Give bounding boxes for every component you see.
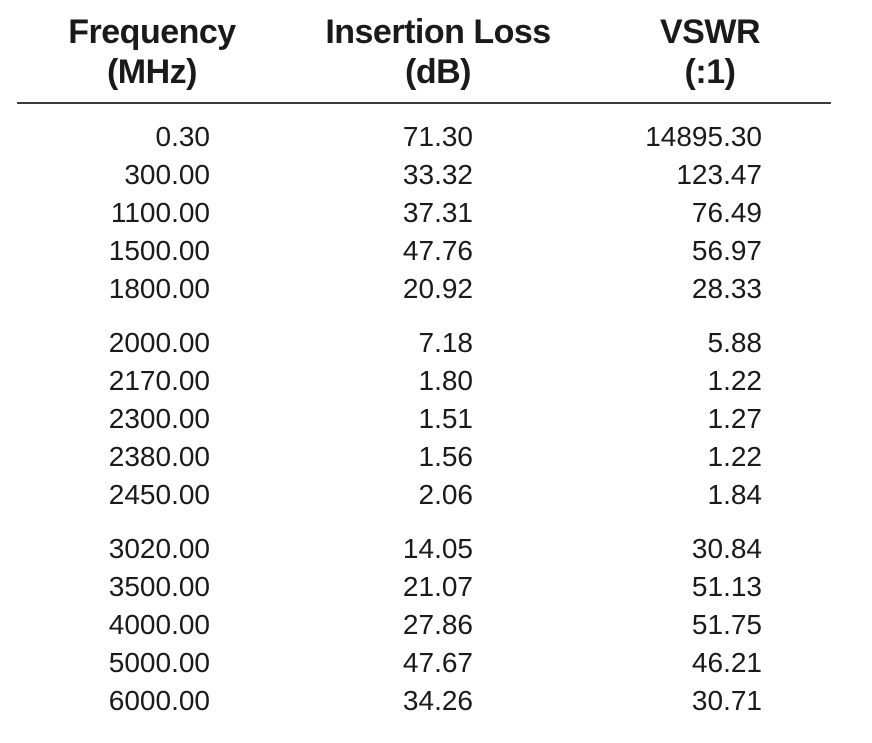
cell-vswr: 1.22 <box>707 365 763 396</box>
table-row: 1800.00 20.92 28.33 <box>17 270 831 308</box>
table-row: 3500.00 21.07 51.13 <box>17 568 831 606</box>
cell-vswr: 14895.30 <box>645 121 762 152</box>
table-header-row: Frequency (MHz) Insertion Loss (dB) VSWR… <box>17 12 831 92</box>
cell-frequency-mhz: 6000.00 <box>108 685 210 716</box>
cell-vswr: 56.97 <box>691 235 762 266</box>
cell-frequency-mhz: 300.00 <box>124 159 210 190</box>
table-row: 1100.00 37.31 76.49 <box>17 194 831 232</box>
table-row: 0.30 71.30 14895.30 <box>17 118 831 156</box>
table-row: 2300.00 1.51 1.27 <box>17 400 831 438</box>
cell-insertion-loss-db: 21.07 <box>402 571 473 602</box>
cell-frequency-mhz: 1100.00 <box>110 197 210 228</box>
cell-insertion-loss-db: 47.76 <box>402 235 473 266</box>
cell-insertion-loss-db: 27.86 <box>402 609 473 640</box>
cell-vswr: 1.84 <box>707 479 763 510</box>
cell-frequency-mhz: 4000.00 <box>108 609 210 640</box>
cell-vswr: 1.22 <box>707 441 763 472</box>
row-group: 0.30 71.30 14895.30 300.00 33.32 123.47 1100.0… <box>17 118 831 308</box>
table-row: 1500.00 47.76 56.97 <box>17 232 831 270</box>
cell-frequency-mhz: 2450.00 <box>108 479 210 510</box>
cell-frequency-mhz: 3020.00 <box>108 533 210 564</box>
column-unit-insertion-loss: (dB) <box>405 53 471 91</box>
cell-vswr: 51.75 <box>691 609 762 640</box>
cell-frequency-mhz: 2000.00 <box>108 327 210 358</box>
column-title-frequency: Frequency <box>68 13 236 51</box>
cell-frequency-mhz: 2380.00 <box>108 441 210 472</box>
cell-insertion-loss-db: 20.92 <box>402 273 473 304</box>
cell-insertion-loss-db: 33.32 <box>402 159 473 190</box>
cell-insertion-loss-db: 2.06 <box>418 479 474 510</box>
cell-frequency-mhz: 0.30 <box>155 121 211 152</box>
cell-vswr: 1.27 <box>707 403 763 434</box>
cell-insertion-loss-db: 47.67 <box>402 647 473 678</box>
table-row: 5000.00 47.67 46.21 <box>17 644 831 682</box>
cell-insertion-loss-db: 71.30 <box>402 121 473 152</box>
column-title-vswr: VSWR <box>660 13 761 51</box>
cell-vswr: 30.71 <box>691 685 762 716</box>
column-title-insertion-loss: Insertion Loss <box>325 13 551 51</box>
cell-vswr: 30.84 <box>691 533 762 564</box>
cell-frequency-mhz: 1800.00 <box>108 273 210 304</box>
cell-frequency-mhz: 1500.00 <box>108 235 210 266</box>
spec-table: Frequency (MHz) Insertion Loss (dB) VSWR… <box>17 0 831 720</box>
row-group: 3020.00 14.05 30.84 3500.00 21.07 51.13 4000.0… <box>17 530 831 720</box>
table-row: 300.00 33.32 123.47 <box>17 156 831 194</box>
table-row: 4000.00 27.86 51.75 <box>17 606 831 644</box>
cell-vswr: 123.47 <box>676 159 762 190</box>
header-divider <box>17 102 831 104</box>
cell-insertion-loss-db: 1.80 <box>418 365 474 396</box>
cell-insertion-loss-db: 34.26 <box>402 685 473 716</box>
cell-insertion-loss-db: 1.56 <box>418 441 474 472</box>
cell-frequency-mhz: 2170.00 <box>108 365 210 396</box>
cell-insertion-loss-db: 1.51 <box>418 403 474 434</box>
cell-frequency-mhz: 3500.00 <box>108 571 210 602</box>
cell-vswr: 46.21 <box>691 647 762 678</box>
cell-insertion-loss-db: 7.18 <box>418 327 474 358</box>
table-row: 6000.00 34.26 30.71 <box>17 682 831 720</box>
table-row: 3020.00 14.05 30.84 <box>17 530 831 568</box>
table-body: 0.30 71.30 14895.30 300.00 33.32 123.47 1100.0… <box>17 118 831 720</box>
cell-vswr: 5.88 <box>707 327 763 358</box>
row-group: 2000.00 7.18 5.88 2170.00 1.80 1.22 2300.00 1.5… <box>17 324 831 514</box>
cell-vswr: 28.33 <box>691 273 762 304</box>
cell-vswr: 51.13 <box>691 571 762 602</box>
column-unit-frequency: (MHz) <box>106 53 198 91</box>
column-header-insertion-loss: Insertion Loss (dB) <box>287 12 589 92</box>
column-header-frequency: Frequency (MHz) <box>17 12 287 92</box>
table-row: 2000.00 7.18 5.88 <box>17 324 831 362</box>
table-row: 2380.00 1.56 1.22 <box>17 438 831 476</box>
column-header-vswr: VSWR (:1) <box>589 12 831 92</box>
cell-insertion-loss-db: 37.31 <box>402 197 473 228</box>
cell-insertion-loss-db: 14.05 <box>402 533 473 564</box>
cell-frequency-mhz: 2300.00 <box>108 403 210 434</box>
cell-frequency-mhz: 5000.00 <box>108 647 210 678</box>
table-row: 2450.00 2.06 1.84 <box>17 476 831 514</box>
column-unit-vswr: (:1) <box>684 53 736 91</box>
cell-vswr: 76.49 <box>691 197 762 228</box>
table-row: 2170.00 1.80 1.22 <box>17 362 831 400</box>
